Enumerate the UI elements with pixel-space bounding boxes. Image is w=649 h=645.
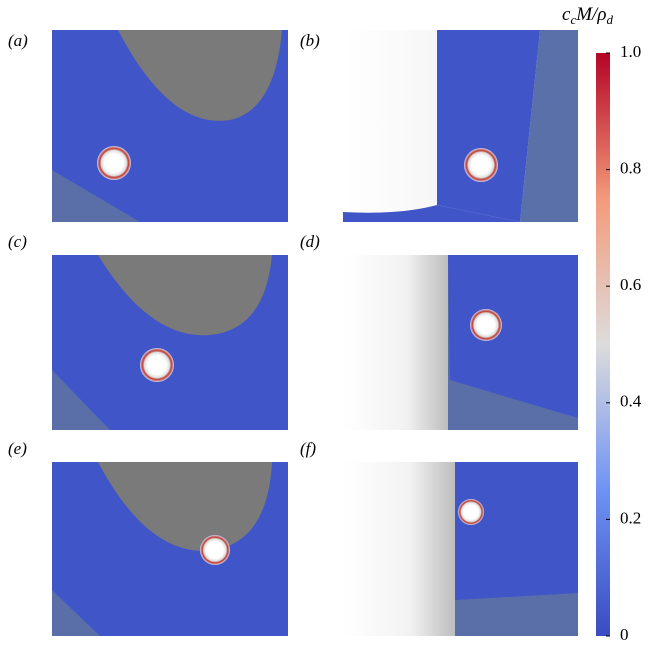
panel-label: (b)	[300, 31, 320, 50]
panel-e	[52, 462, 288, 636]
colorbar-tick-label: 0.2	[620, 508, 641, 527]
panel-b	[343, 30, 578, 222]
panel-d	[343, 255, 578, 430]
colorbar-tick-label: 0	[620, 625, 629, 644]
panel-f	[343, 462, 578, 636]
panel-label: (e)	[8, 439, 27, 458]
colorbar-tick-label: 0.4	[620, 392, 642, 411]
panel-label: (a)	[8, 31, 28, 50]
colorbar-tick-label: 1.0	[620, 42, 641, 61]
panel-label: (d)	[300, 232, 320, 251]
colorbar-tick-label: 0.8	[620, 159, 641, 178]
panel-c	[52, 255, 288, 430]
panel-a	[52, 30, 288, 222]
colorbar-title: ccM/ρd	[562, 4, 613, 27]
colorbar	[596, 53, 610, 636]
panel-label: (f)	[300, 439, 316, 458]
colorbar-tick-label: 0.6	[620, 275, 641, 294]
panel-label: (c)	[8, 232, 27, 251]
